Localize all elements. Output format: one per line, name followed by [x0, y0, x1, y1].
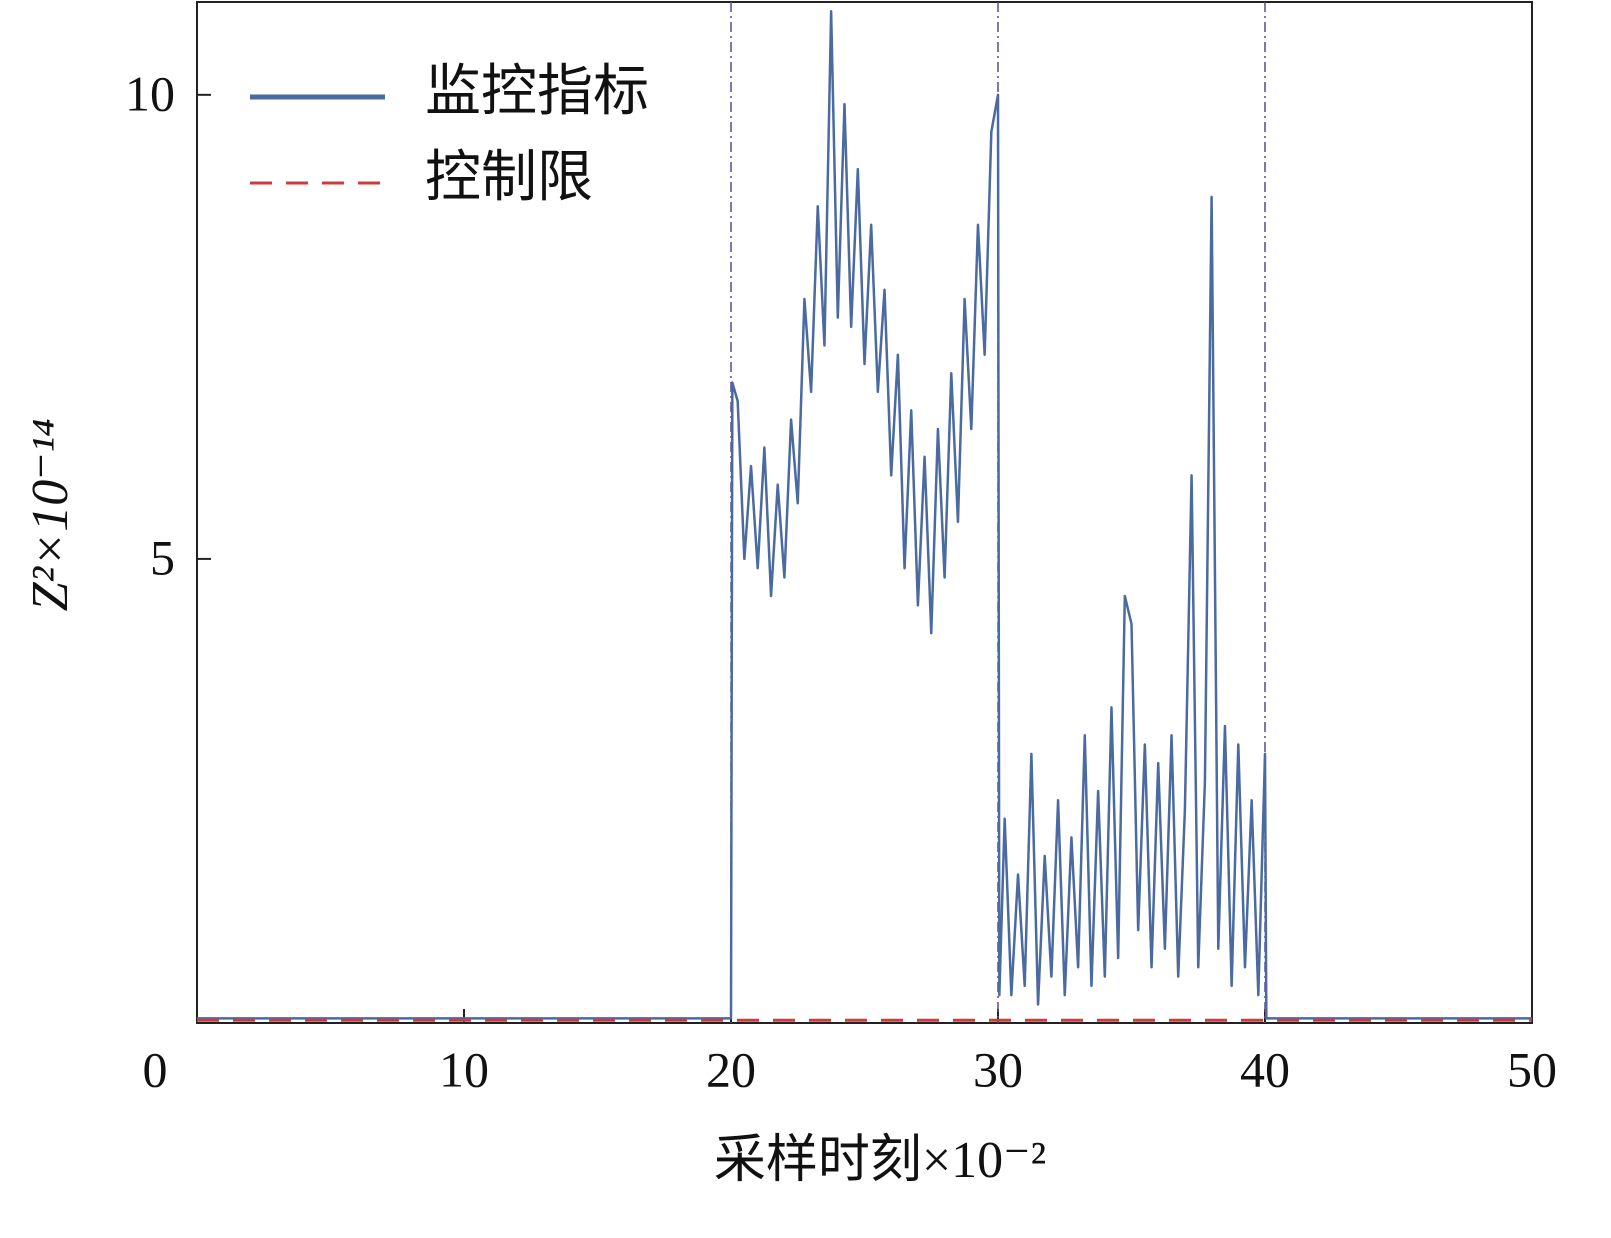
x-tick-label: 10: [439, 1041, 489, 1097]
y-tick-label: 10: [125, 65, 175, 121]
x-tick-label: 50: [1507, 1041, 1557, 1097]
x-tick-label: 0: [143, 1041, 168, 1097]
series-line: [197, 10, 1532, 1020]
plot-frame: [196, 1, 1533, 1024]
y-axis-label: Z²×10⁻¹⁴: [22, 419, 79, 612]
x-axis-label: 采样时刻×10⁻²: [714, 1132, 1046, 1189]
legend-label: 控制限: [425, 147, 593, 209]
x-tick-label: 20: [706, 1041, 756, 1097]
x-tick-label: 30: [973, 1041, 1023, 1097]
legend-label: 监控指标: [425, 61, 649, 123]
y-tick-label: 5: [150, 529, 175, 585]
x-tick-label: 40: [1240, 1041, 1290, 1097]
